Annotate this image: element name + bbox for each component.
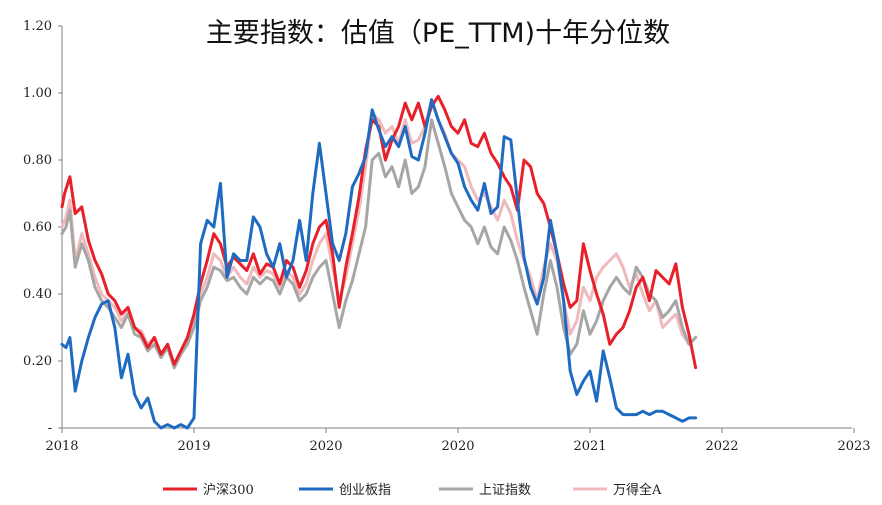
legend: 沪深300 创业板指 上证指数 万得全A [163, 482, 662, 498]
x-tick-label: 2020 [441, 439, 474, 454]
series-line-3 [60, 98, 698, 370]
legend-label: 万得全A [613, 482, 662, 498]
series-layer [60, 94, 698, 430]
legend-label: 上证指数 [479, 483, 531, 498]
x-tick-label: 2018 [45, 439, 78, 454]
series-line-0 [60, 94, 698, 370]
y-tick-label: 0.40 [23, 287, 52, 302]
series-line-2 [60, 118, 698, 370]
y-tick-label: 1.20 [23, 19, 52, 34]
axes: - 0.20 0.40 0.60 0.80 1.00 1.20 2018 2019 2020 202… [23, 19, 871, 454]
x-tick-label: 2020 [309, 439, 342, 454]
y-tick-label: 0.20 [23, 354, 52, 369]
x-tick-label: 2021 [573, 439, 606, 454]
y-tick-label: 0.80 [23, 153, 52, 168]
y-tick-label: 0.60 [23, 220, 52, 235]
x-tick-label: 2019 [177, 439, 210, 454]
legend-label: 沪深300 [203, 482, 254, 498]
series-line-1 [60, 98, 698, 430]
y-tick-label: - [48, 421, 52, 436]
chart-title: 主要指数：估值（PE_TTM)十年分位数 [206, 18, 670, 49]
y-tick-label: 1.00 [23, 86, 52, 101]
x-tick-label: 2022 [705, 439, 738, 454]
x-tick-label: 2023 [837, 439, 870, 454]
legend-label: 创业板指 [339, 483, 391, 498]
